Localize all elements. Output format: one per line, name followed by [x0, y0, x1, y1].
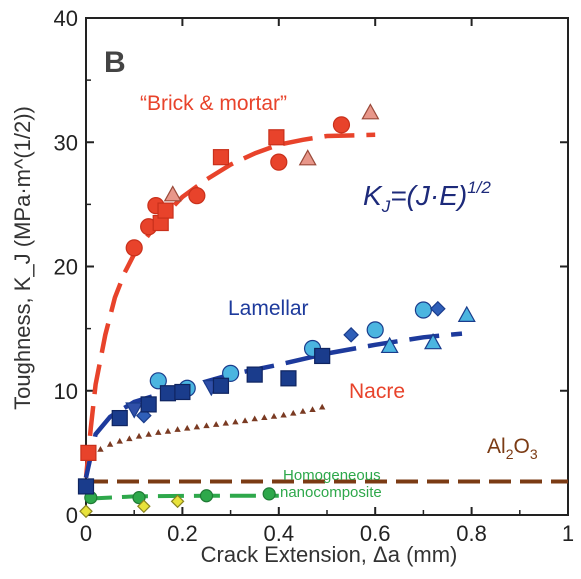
- x-tick-label: 0.8: [456, 521, 487, 546]
- nacre-point: [174, 426, 181, 432]
- homogeneous-label: Homogeneous: [283, 467, 381, 484]
- lamellar-circle-point: [366, 321, 384, 339]
- brick-mortar-triangle-point: [163, 185, 182, 202]
- lamellar-square-point: [314, 347, 331, 365]
- nacre-point: [212, 421, 220, 427]
- homogeneous-diamond-point: [136, 499, 151, 514]
- lamellar-downtriangle-point: [125, 402, 144, 419]
- lamellar-circle-point: [149, 372, 167, 390]
- nacre-point: [126, 435, 133, 442]
- lamellar-triangle-point: [424, 333, 443, 350]
- y-tick-label: 40: [54, 6, 78, 31]
- nacre-point: [193, 423, 201, 430]
- x-axis-title: Crack Extension, Δa (mm): [201, 542, 458, 567]
- formula-k: K: [363, 180, 383, 211]
- nacre-point: [184, 424, 191, 431]
- lamellar-diamond-point: [343, 326, 359, 343]
- nacre-point: [97, 445, 104, 452]
- y-tick-label: 30: [54, 130, 78, 155]
- lamellar-square-point: [140, 396, 157, 413]
- brick-mortar-circle-point: [332, 116, 351, 134]
- nanocomposite-label: nanocomposite: [280, 484, 382, 501]
- nacre-point: [145, 431, 152, 437]
- lamellar-circle-point: [222, 364, 240, 382]
- nacre-point: [299, 408, 307, 414]
- brick-mortar-triangle-point: [361, 103, 380, 120]
- lamellar-square-point: [246, 366, 263, 383]
- lamellar-diamond-point: [430, 300, 446, 317]
- lamellar-circle-point: [414, 301, 432, 319]
- nacre-point: [318, 403, 326, 410]
- homogeneous-point: [262, 487, 276, 501]
- alumina-label-main: Al: [487, 435, 506, 458]
- brick-mortar-square-point: [268, 129, 285, 146]
- chart-marks: [77, 103, 568, 519]
- nacre-point: [270, 413, 278, 419]
- formula-exp: 1/2: [467, 178, 491, 197]
- lamellar-square-point: [159, 385, 177, 402]
- nacre-point: [116, 437, 123, 444]
- homogeneous-diamond-point: [79, 504, 93, 519]
- homogeneous-point: [199, 489, 214, 503]
- alumina-label-sub: 2: [506, 446, 514, 462]
- brick-mortar-circle-point: [125, 239, 143, 257]
- brick-mortar-square-point: [80, 444, 97, 461]
- formula-sub: J: [381, 197, 391, 216]
- formula-body: =(J·E): [390, 180, 467, 211]
- brick-mortar-label: “Brick & mortar”: [140, 92, 287, 115]
- lamellar-square-point: [174, 383, 191, 401]
- brick-mortar-square-point: [157, 202, 174, 219]
- lamellar-square-point: [280, 370, 297, 387]
- nacre-point: [251, 415, 258, 422]
- lamellar-square-point: [111, 409, 128, 427]
- nacre-point: [241, 417, 249, 424]
- brick-mortar-circle-point: [188, 187, 206, 205]
- x-tick-label: 0: [80, 521, 92, 546]
- lamellar-triangle-point: [457, 305, 476, 322]
- y-axis-title: Toughness, K_J (MPa·m^(1/2)): [10, 106, 35, 410]
- lamellar-triangle-point: [380, 336, 399, 354]
- nacre-label: Nacre: [349, 380, 405, 403]
- nacre-point: [203, 422, 210, 429]
- homogeneous-fit-line: [85, 493, 279, 501]
- brick-mortar-fit-line: [83, 132, 376, 478]
- kj-formula: KJ=(J·E)1/2: [363, 178, 491, 216]
- nacre-point: [309, 406, 316, 412]
- nacre-point: [155, 429, 162, 435]
- nacre-point: [222, 419, 229, 426]
- y-tick-label: 20: [54, 255, 78, 280]
- lamellar-square-point: [77, 478, 95, 495]
- alumina-label-end-sub: 3: [530, 446, 538, 462]
- lamellar-square-point: [212, 377, 230, 394]
- nacre-point: [106, 440, 114, 447]
- lamellar-label: Lamellar: [228, 297, 309, 320]
- nacre-point: [135, 432, 143, 439]
- nacre-point: [280, 411, 287, 418]
- brick-mortar-circle-point: [270, 153, 288, 171]
- y-tick-label: 10: [54, 379, 78, 404]
- x-tick-label: 0.2: [167, 521, 198, 546]
- brick-mortar-triangle-point: [298, 149, 317, 166]
- x-tick-label: 1: [562, 521, 574, 546]
- nacre-point: [164, 427, 172, 434]
- y-tick-label: 0: [66, 503, 78, 528]
- x-tick-label: 0.6: [360, 521, 391, 546]
- nacre-point: [232, 418, 239, 425]
- nacre-point: [261, 414, 268, 421]
- homogeneous-diamond-point: [170, 494, 185, 509]
- alumina-label: Al2O3: [487, 435, 538, 462]
- panel-label: B: [104, 46, 126, 79]
- homogeneous-point: [132, 491, 146, 505]
- x-tick-label: 0.4: [264, 521, 295, 546]
- nacre-point: [290, 409, 297, 416]
- alumina-label-end: O: [513, 435, 529, 458]
- brick-mortar-square-point: [212, 149, 230, 166]
